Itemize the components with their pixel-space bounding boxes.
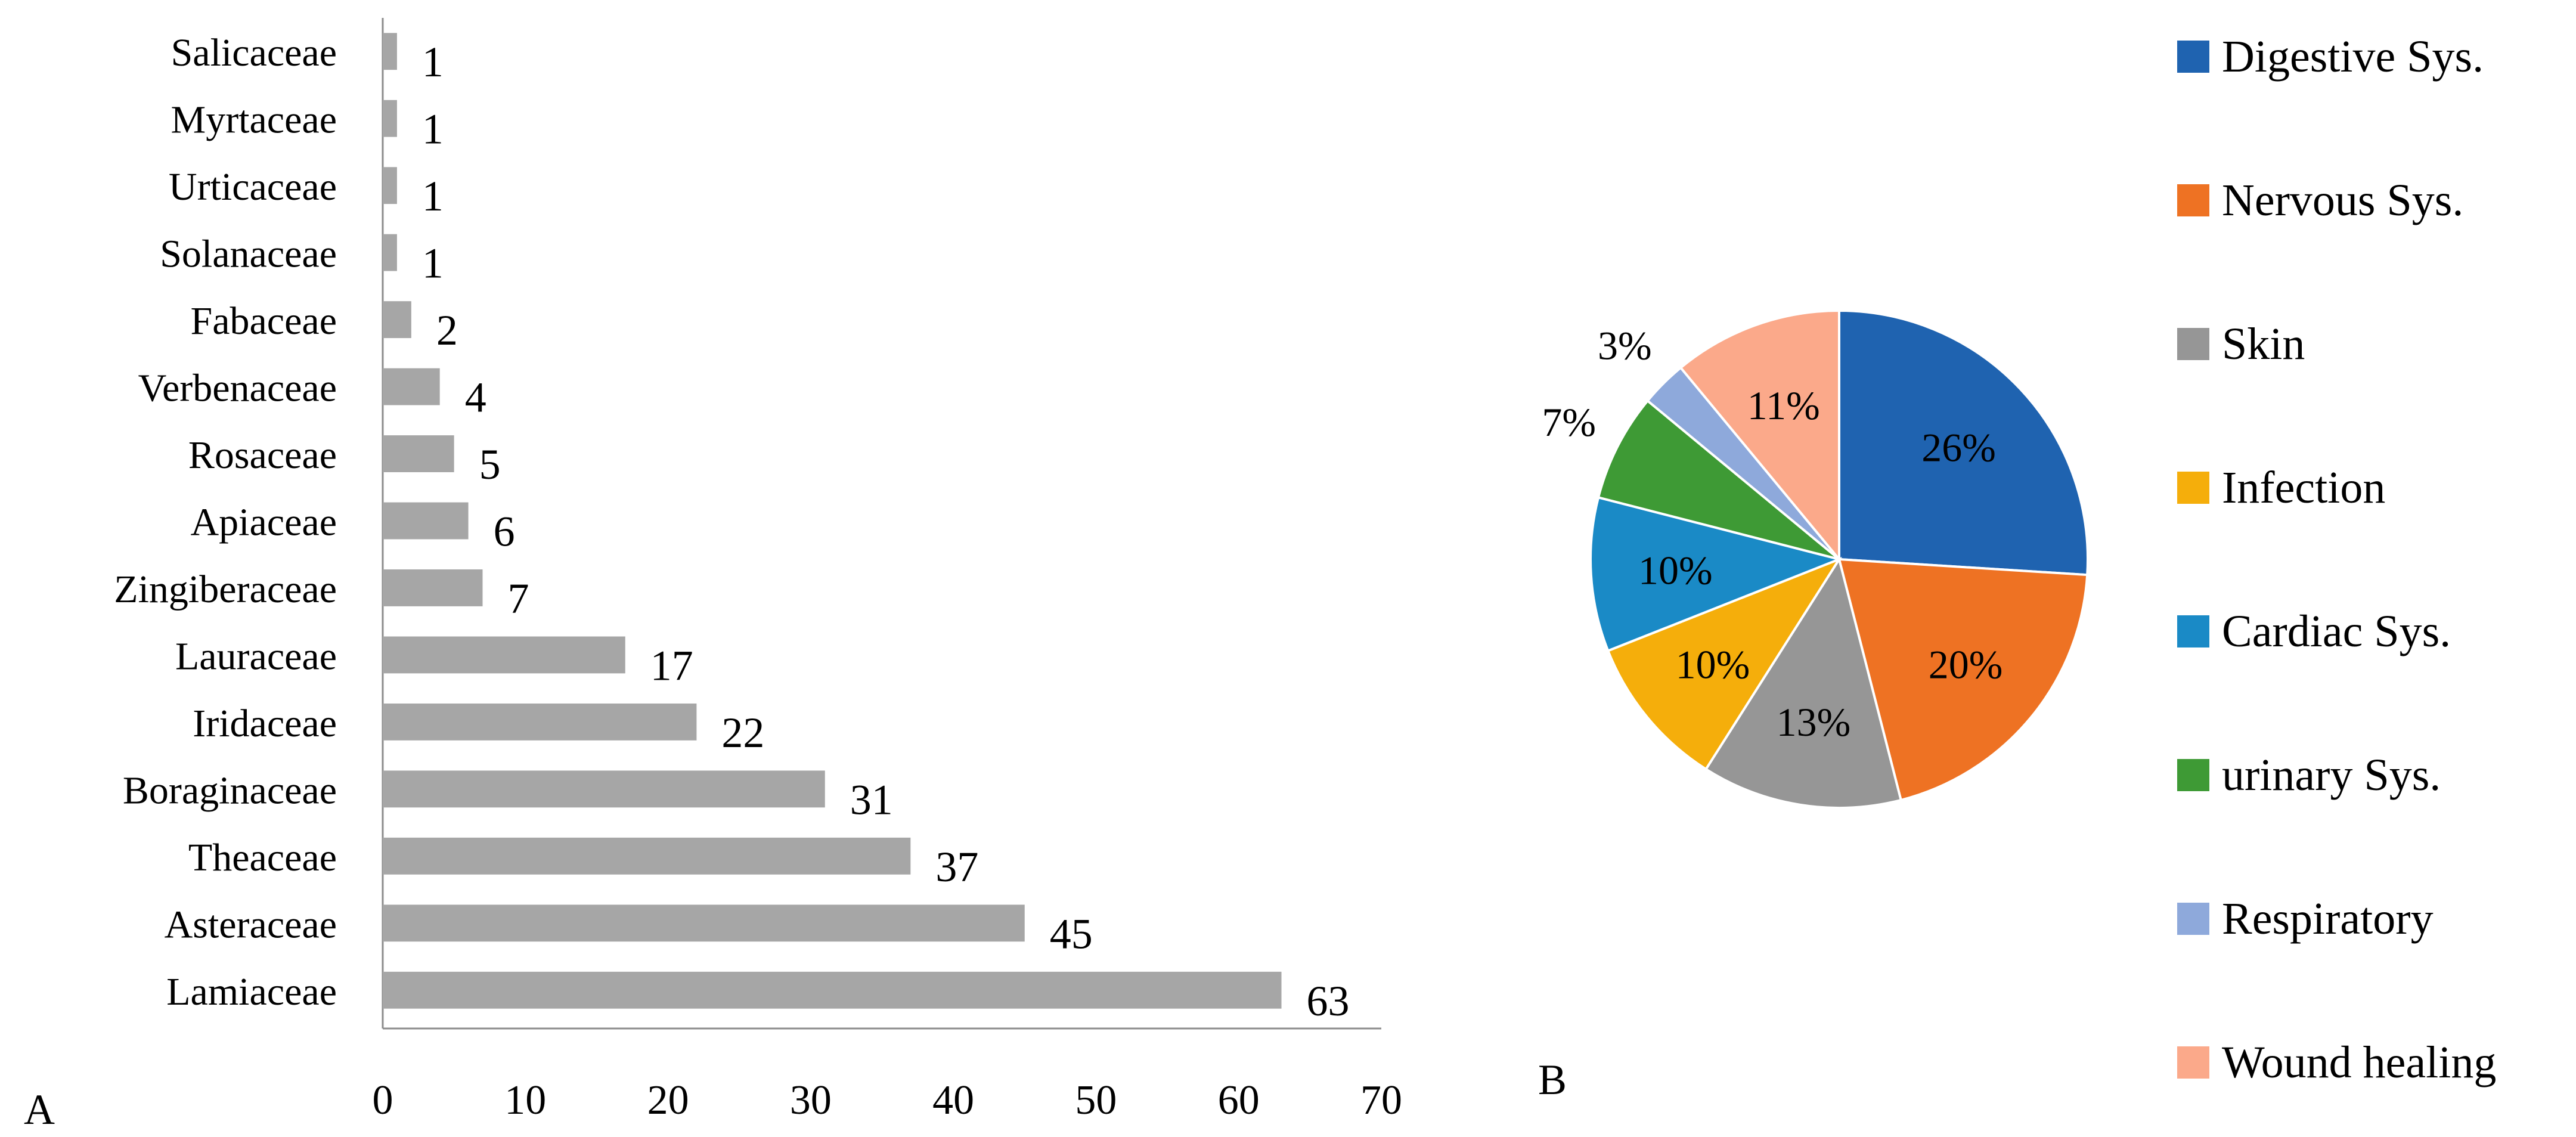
pie-slice-nervous-sys <box>1837 557 2089 802</box>
data-label: 45 <box>1050 910 1093 958</box>
pie-legend: Digestive Sys. Nervous Sys. Skin Infection C… <box>2177 32 2496 1088</box>
legend-swatch <box>2177 328 2209 360</box>
pie-slice-wound-healing <box>1679 309 1840 563</box>
panel-label-a: A <box>24 1086 55 1133</box>
pie-slice-label: 11% <box>1747 383 1820 428</box>
legend-label: Respiratory <box>2222 894 2434 944</box>
legend-label: Skin <box>2222 319 2305 369</box>
data-label: 7 <box>508 575 529 622</box>
category-label: Asteraceae <box>165 903 337 946</box>
legend-swatch <box>2177 472 2209 504</box>
x-tick-label: 10 <box>504 1077 546 1123</box>
pie-slice-label: 10% <box>1676 642 1750 687</box>
category-label: Salicaceae <box>171 31 337 75</box>
bar-fabaceae <box>383 301 411 339</box>
x-tick-label: 40 <box>932 1077 974 1123</box>
pie-slice-digestive-sys <box>1838 309 2089 577</box>
pie-slice-labels: 26% 20% 13% 10% 10% 7%3% 11% <box>1542 323 2002 745</box>
data-label: 6 <box>494 508 515 556</box>
pie-slices <box>1589 309 2089 809</box>
data-label: 31 <box>850 776 893 823</box>
bar-rosaceae <box>383 435 454 472</box>
legend-swatch <box>2177 903 2209 935</box>
category-label: Theaceae <box>188 836 337 879</box>
category-label: Myrtaceae <box>171 98 337 142</box>
bar-myrtaceae <box>383 100 397 137</box>
legend-label: urinary Sys. <box>2222 750 2441 800</box>
bar-asteraceae <box>383 904 1025 942</box>
category-label: Iridaceae <box>193 702 337 745</box>
bar-chart-value-labels: 63 45 37 31 22 17 7 6 5 42 1 1 1 1 <box>422 38 1350 1025</box>
data-label: 1 <box>422 172 444 220</box>
data-label: 1 <box>422 38 444 86</box>
pie-slice-label: 26% <box>1921 425 1996 470</box>
pie-slice-label: 13% <box>1777 699 1851 745</box>
pie-slice-label: 3% <box>1598 323 1652 368</box>
legend-label: Nervous Sys. <box>2222 175 2463 225</box>
x-tick-label: 0 <box>373 1077 393 1123</box>
legend-swatch <box>2177 41 2209 73</box>
category-label: Verbenaceae <box>138 367 337 410</box>
x-tick-label: 70 <box>1360 1077 1402 1123</box>
bar-salicaceae <box>383 33 397 70</box>
bar-iridaceae <box>383 703 697 741</box>
pie-slice-label: 10% <box>1638 547 1713 593</box>
bar-chart-x-tick-labels: 0 10 20 30 40 50 60 70 <box>373 1077 1403 1123</box>
legend-label: Wound healing <box>2222 1037 2496 1088</box>
category-label: Apiaceae <box>191 501 337 544</box>
data-label: 22 <box>721 709 764 757</box>
bar-zingiberaceae <box>383 569 483 606</box>
bar-lauraceae <box>383 636 625 674</box>
data-label: 4 <box>465 374 486 422</box>
legend-swatch <box>2177 184 2209 216</box>
bar-verbenaceae <box>383 368 440 405</box>
data-label: 1 <box>422 106 444 153</box>
category-label: Lauraceae <box>175 634 337 678</box>
category-label: Fabaceae <box>191 299 337 343</box>
data-label: 1 <box>422 240 444 287</box>
data-label: 17 <box>650 642 693 689</box>
data-label: 2 <box>436 306 458 354</box>
bar-apiaceae <box>383 502 469 540</box>
bar-chart-category-labels: Lamiaceae Asteraceae Theaceae Boraginaceae I… <box>114 31 337 1014</box>
category-label: Urticaceae <box>169 165 337 209</box>
bar-urticaceae <box>383 167 397 205</box>
bar-theaceae <box>383 837 911 875</box>
bar-solanaceae <box>383 234 397 271</box>
category-label: Rosaceae <box>188 433 337 477</box>
legend-label: Cardiac Sys. <box>2222 606 2451 656</box>
data-label: 63 <box>1307 977 1350 1025</box>
legend-swatch <box>2177 1046 2209 1079</box>
pie-slice-label: 20% <box>1929 642 2003 687</box>
data-label: 5 <box>479 441 501 488</box>
bar-boraginaceae <box>383 770 825 808</box>
pie-slice-skin <box>1704 556 1903 809</box>
x-tick-label: 50 <box>1075 1077 1117 1123</box>
pie-slice-infection <box>1606 556 1842 771</box>
category-label: Boraginaceae <box>123 769 337 812</box>
data-label: 37 <box>935 843 978 891</box>
legend-label: Digestive Sys. <box>2222 32 2484 82</box>
bar-chart: Lamiaceae Asteraceae Theaceae Boraginaceae I… <box>114 18 1402 1123</box>
pie-slice-label: 7% <box>1542 399 1596 445</box>
pie-chart: 26% 20% 13% 10% 10% 7%3% 11% Digestive Sys. Ner… <box>1542 32 2496 1088</box>
legend-swatch <box>2177 759 2209 791</box>
bar-chart-axes <box>382 18 1381 1030</box>
category-label: Zingiberaceae <box>114 568 337 611</box>
bar-chart-bars <box>383 33 1282 1009</box>
panel-label-b: B <box>1538 1056 1567 1104</box>
category-label: Solanaceae <box>160 233 337 276</box>
pie-slice-urinary-sys <box>1597 399 1840 560</box>
category-label: Lamiaceae <box>166 970 337 1014</box>
x-tick-label: 60 <box>1218 1077 1260 1123</box>
x-tick-label: 30 <box>790 1077 832 1123</box>
x-tick-label: 20 <box>647 1077 689 1123</box>
pie-slice-cardiac-sys <box>1589 495 1843 653</box>
bar-lamiaceae <box>383 971 1282 1009</box>
legend-label: Infection <box>2222 463 2385 513</box>
legend-swatch <box>2177 615 2209 647</box>
